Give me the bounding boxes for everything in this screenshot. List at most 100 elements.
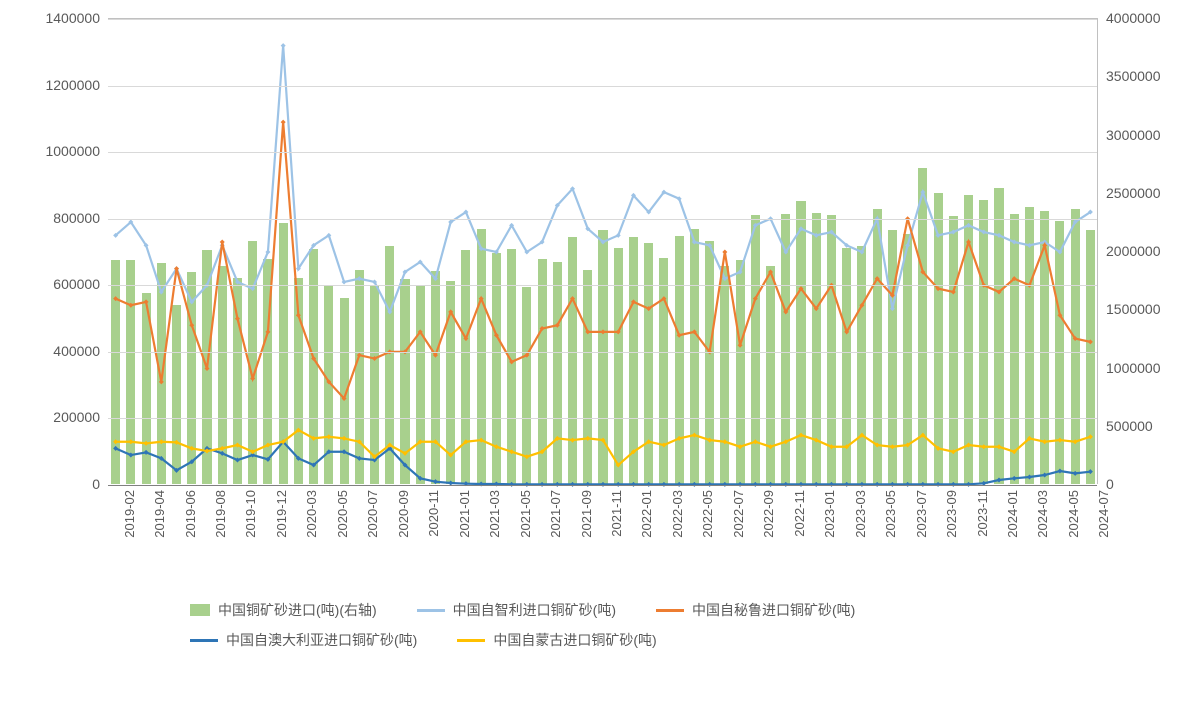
- x-tick: 2020-03: [304, 490, 319, 538]
- x-tick: 2021-01: [457, 490, 472, 538]
- marker: [509, 449, 514, 454]
- marker: [951, 289, 956, 294]
- marker: [1042, 473, 1047, 478]
- marker: [1088, 434, 1093, 439]
- marker: [1073, 471, 1078, 476]
- legend-swatch: [190, 639, 218, 642]
- y-right-tick: 1000000: [1106, 360, 1161, 376]
- marker: [738, 343, 743, 348]
- x-tick: 2023-03: [853, 490, 868, 538]
- legend-swatch: [190, 604, 210, 616]
- x-tick: 2019-08: [213, 490, 228, 538]
- marker: [692, 433, 697, 438]
- marker: [1057, 469, 1062, 474]
- marker: [738, 444, 743, 449]
- x-tick: 2023-11: [975, 490, 990, 537]
- y-right-tick: 500000: [1106, 418, 1153, 434]
- x-tick: 2023-07: [914, 490, 929, 538]
- y-left-tick: 1200000: [30, 77, 100, 93]
- marker: [1088, 339, 1093, 344]
- y-right-tick: 3000000: [1106, 127, 1161, 143]
- marker: [1027, 243, 1032, 248]
- marker: [250, 376, 255, 381]
- x-tick: 2019-04: [152, 490, 167, 538]
- legend-label: 中国自智利进口铜矿砂(吨): [453, 600, 616, 620]
- y-left-tick: 600000: [30, 276, 100, 292]
- y-right-tick: 2500000: [1106, 185, 1161, 201]
- marker: [113, 439, 118, 444]
- x-tick: 2022-05: [700, 490, 715, 538]
- x-tick: 2019-10: [243, 490, 258, 538]
- marker: [220, 240, 225, 245]
- x-tick: 2022-09: [761, 490, 776, 538]
- marker: [981, 444, 986, 449]
- marker: [1057, 438, 1062, 443]
- x-tick: 2019-12: [274, 490, 289, 538]
- legend-item: 中国自智利进口铜矿砂(吨): [417, 600, 616, 620]
- marker: [281, 120, 286, 125]
- marker: [342, 279, 347, 284]
- lines-layer: [108, 19, 1098, 485]
- x-tick: 2024-07: [1096, 490, 1111, 538]
- legend: 中国铜矿砂进口(吨)(右轴) 中国自智利进口铜矿砂(吨) 中国自秘鲁进口铜矿砂(吨)…: [190, 600, 1010, 650]
- legend-label: 中国自蒙古进口铜矿砂(吨): [493, 630, 656, 650]
- marker: [890, 306, 895, 311]
- marker: [342, 436, 347, 441]
- legend-item: 中国铜矿砂进口(吨)(右轴): [190, 600, 377, 620]
- marker: [159, 379, 164, 384]
- x-tick: 2022-11: [792, 490, 807, 537]
- x-tick: 2020-09: [396, 490, 411, 538]
- marker: [1088, 469, 1093, 474]
- marker: [144, 299, 149, 304]
- x-tick: 2021-07: [548, 490, 563, 538]
- marker: [281, 43, 286, 48]
- x-tick: 2019-02: [122, 490, 137, 538]
- marker: [326, 434, 331, 439]
- marker: [144, 441, 149, 446]
- chart-container: 铜精矿进口来源国 0200000400000600000800000100000…: [0, 0, 1177, 711]
- marker: [357, 276, 362, 281]
- marker: [1073, 439, 1078, 444]
- x-tick: 2023-01: [822, 490, 837, 538]
- marker: [570, 438, 575, 443]
- marker: [905, 243, 910, 248]
- legend-label: 中国铜矿砂进口(吨)(右轴): [218, 600, 377, 620]
- x-tick: 2021-05: [518, 490, 533, 538]
- x-tick: 2024-05: [1066, 490, 1081, 538]
- x-tick: 2023-09: [944, 490, 959, 538]
- x-tick: 2020-05: [335, 490, 350, 538]
- y-left-tick: 800000: [30, 210, 100, 226]
- marker: [722, 439, 727, 444]
- marker: [1027, 475, 1032, 480]
- marker: [768, 444, 773, 449]
- line-peru: [116, 122, 1091, 398]
- legend-item: 中国自澳大利亚进口铜矿砂(吨): [190, 630, 417, 650]
- y-right-tick: 1500000: [1106, 301, 1161, 317]
- marker: [1012, 476, 1017, 481]
- marker: [997, 444, 1002, 449]
- x-tick: 2024-01: [1005, 490, 1020, 538]
- x-tick: 2022-07: [731, 490, 746, 538]
- marker: [433, 479, 438, 484]
- marker: [1042, 439, 1047, 444]
- marker: [601, 329, 606, 334]
- y-left-tick: 1000000: [30, 143, 100, 159]
- y-right-tick: 4000000: [1106, 10, 1161, 26]
- y-right-tick: 2000000: [1106, 243, 1161, 259]
- y-left-tick: 0: [30, 476, 100, 492]
- x-tick: 2021-03: [487, 490, 502, 538]
- y-right-tick: 3500000: [1106, 68, 1161, 84]
- y-left-tick: 200000: [30, 409, 100, 425]
- y-left-tick: 400000: [30, 343, 100, 359]
- legend-swatch: [417, 609, 445, 612]
- marker: [265, 329, 270, 334]
- legend-item: 中国自蒙古进口铜矿砂(吨): [457, 630, 656, 650]
- legend-item: 中国自秘鲁进口铜矿砂(吨): [656, 600, 855, 620]
- x-tick: 2021-11: [609, 490, 624, 537]
- x-tick: 2024-03: [1035, 490, 1050, 538]
- y-left-tick: 1400000: [30, 10, 100, 26]
- marker: [524, 454, 529, 459]
- x-tick: 2023-05: [883, 490, 898, 538]
- plot-area: [108, 18, 1098, 484]
- legend-label: 中国自秘鲁进口铜矿砂(吨): [692, 600, 855, 620]
